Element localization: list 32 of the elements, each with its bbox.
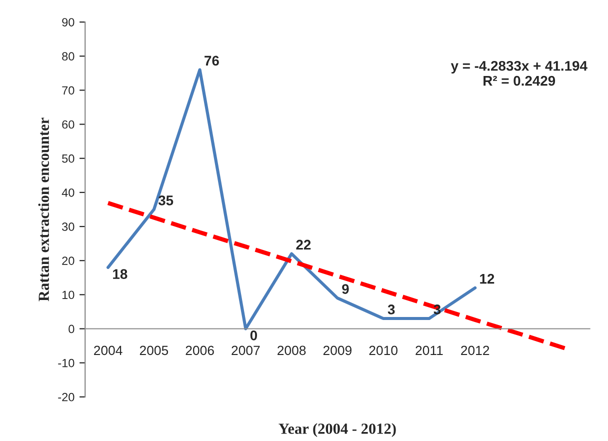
data-label: 76 — [204, 56, 219, 66]
x-tick-label: 2010 — [369, 346, 398, 356]
y-tick-label: 30 — [62, 222, 74, 231]
x-tick-label: 2007 — [232, 346, 260, 356]
y-tick-label: 90 — [62, 18, 74, 26]
y-tick-label: -10 — [58, 358, 74, 368]
data-label: 12 — [480, 274, 494, 284]
x-tick-label: 2009 — [323, 346, 352, 356]
y-tick-label: 20 — [62, 256, 74, 265]
x-tick-label: 2011 — [416, 346, 443, 356]
data-label: 3 — [388, 304, 395, 314]
y-tick-label: 70 — [62, 86, 74, 95]
y-axis-title: Rattan extraction encounter — [38, 118, 50, 302]
data-label: 9 — [342, 284, 349, 294]
y-tick-label: -20 — [58, 392, 74, 402]
x-tick-label: 2006 — [186, 346, 214, 356]
x-tick-label: 2005 — [140, 346, 168, 356]
data-label: 18 — [113, 269, 128, 279]
x-axis-title: Year (2004 - 2012) — [278, 423, 396, 437]
x-tick-label: 2008 — [278, 346, 306, 356]
data-label: 22 — [296, 240, 311, 250]
data-label: 35 — [158, 196, 174, 206]
y-tick-label: 80 — [62, 52, 74, 61]
y-tick-label: 40 — [62, 188, 74, 197]
x-tick-label: 2004 — [94, 346, 122, 356]
y-tick-label: 50 — [62, 154, 74, 163]
y-tick-label: 0 — [68, 324, 74, 334]
x-tick-label: 2012 — [461, 346, 490, 356]
annotation: y = -4.2833x + 41.194 R² = 0.2429 — [450, 60, 588, 86]
data-label: 0 — [250, 330, 258, 340]
y-tick-label: 10 — [62, 290, 74, 300]
y-tick-label: 60 — [62, 120, 74, 129]
